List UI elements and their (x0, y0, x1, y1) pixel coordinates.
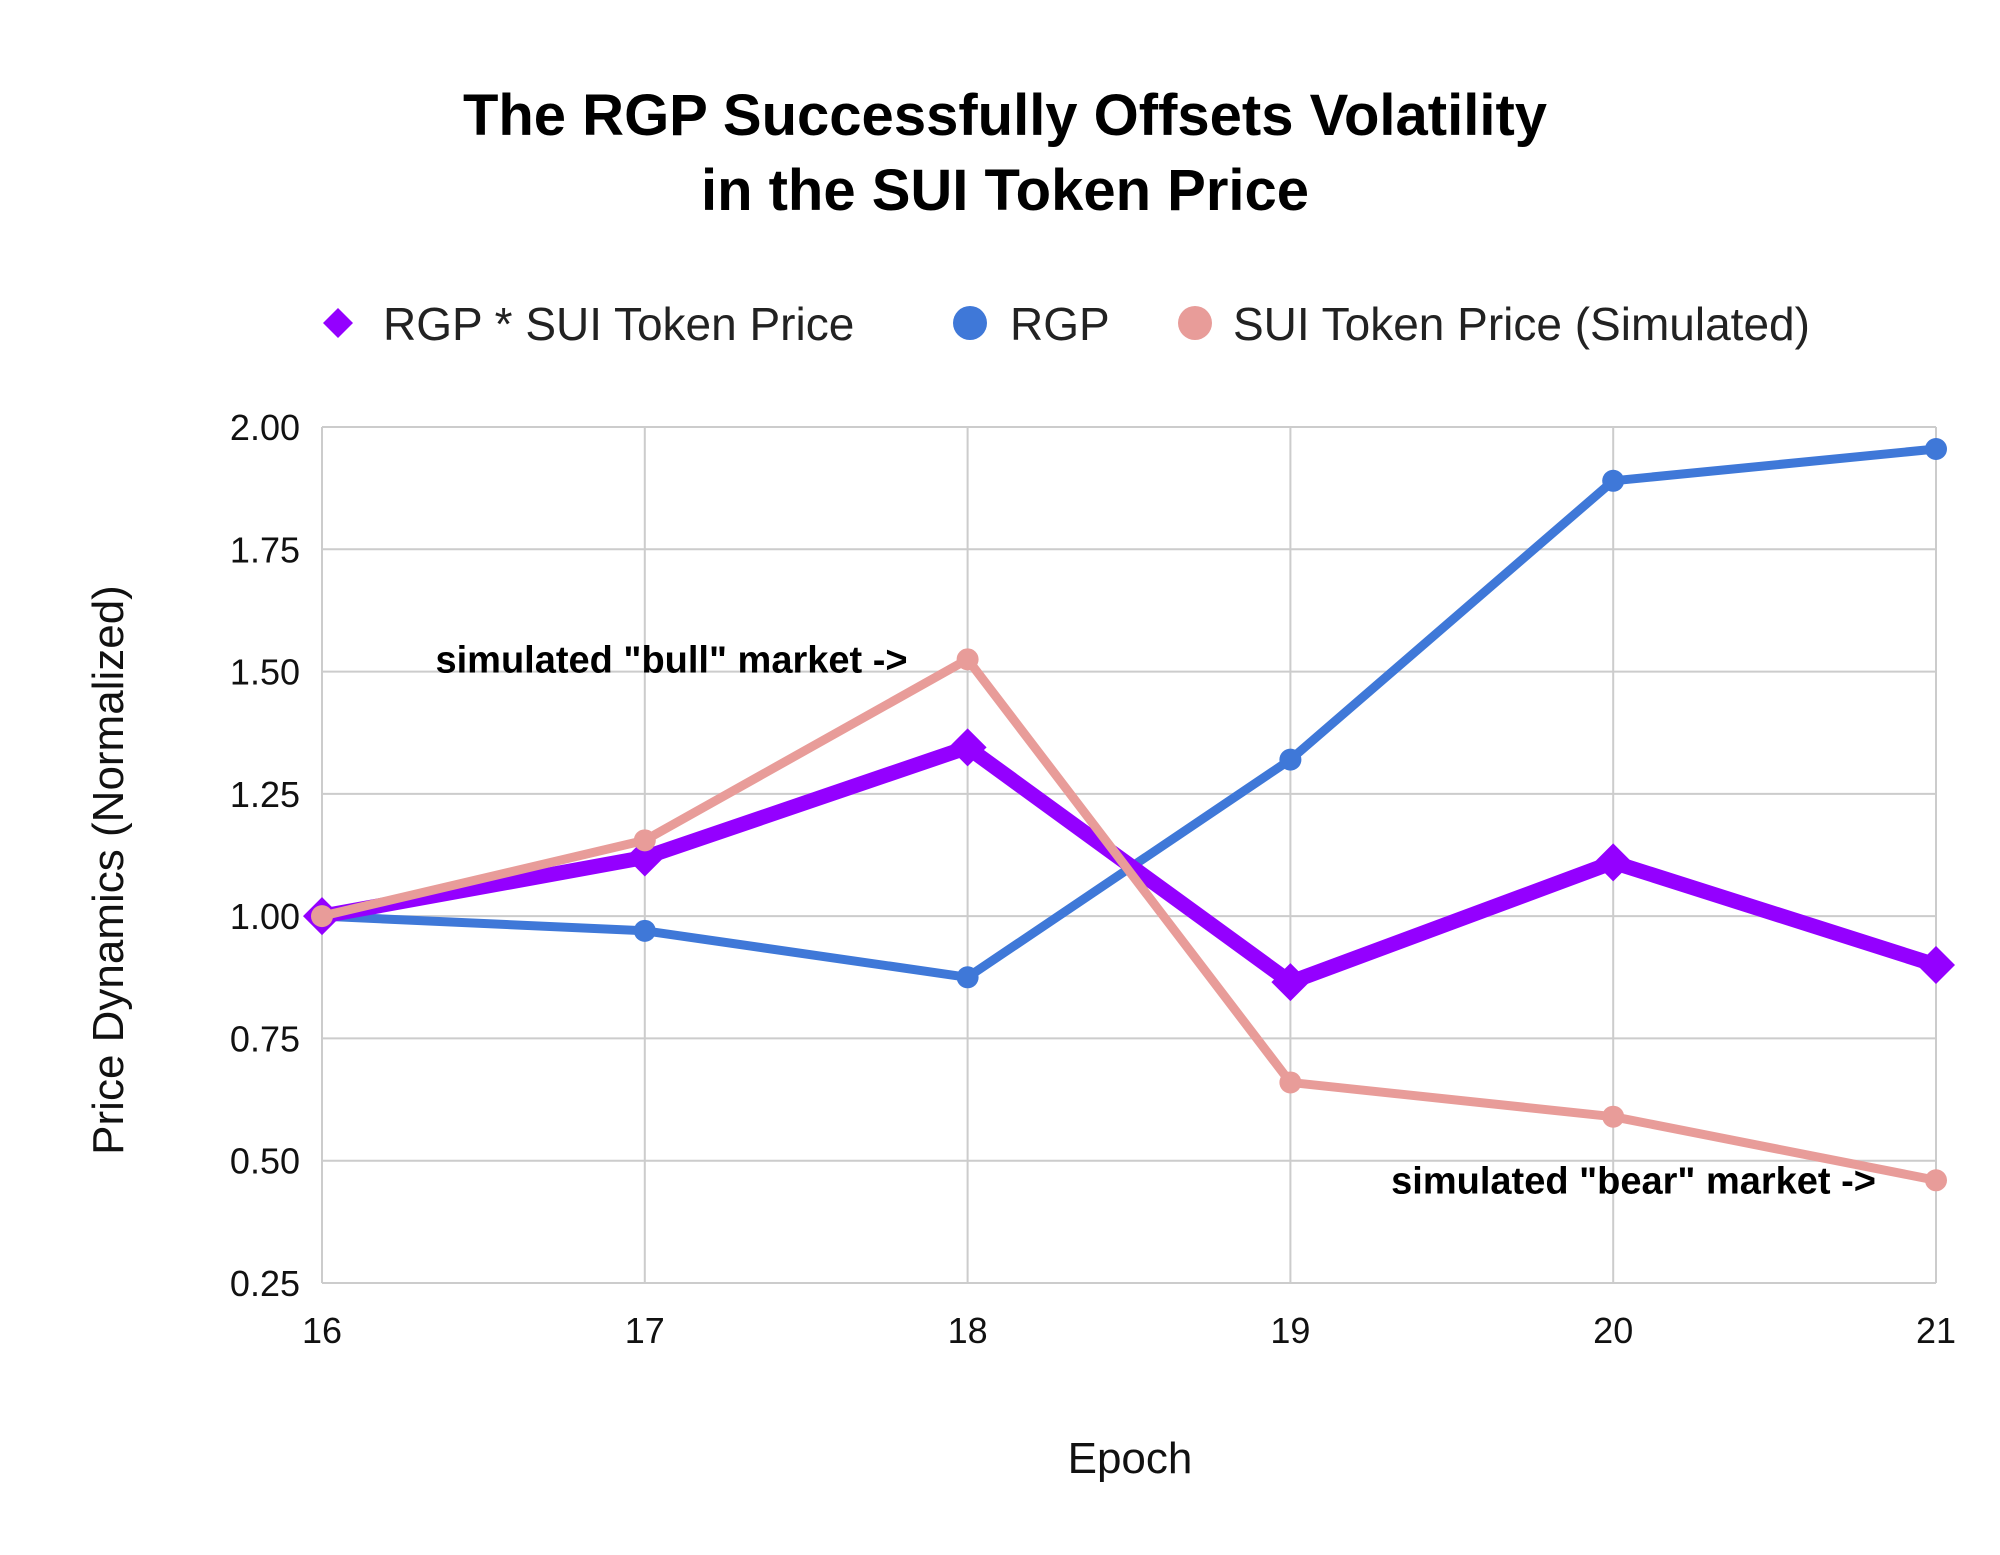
data-point-sui-token-price-simulated (1925, 1169, 1947, 1192)
data-point-rgp-sui-token-price (1594, 843, 1633, 882)
data-point-rgp (1279, 748, 1302, 771)
series-line-rgp (317, 444, 1941, 982)
data-point-rgp-sui-token-price (948, 728, 987, 767)
x-tick-label: 16 (302, 1310, 342, 1351)
data-point-rgp (633, 919, 656, 942)
y-tick-label: 2.00 (230, 407, 300, 448)
data-point-rgp-sui-token-price (625, 838, 664, 877)
data-point-sui-token-price-simulated (1279, 1071, 1302, 1094)
x-tick-label: 18 (948, 1310, 988, 1351)
y-tick-label: 1.25 (230, 774, 300, 815)
y-axis-ticks: 0.25 0.50 0.75 1.00 1.25 1.50 1.75 2.00 (230, 407, 300, 1304)
x-tick-label: 19 (1270, 1310, 1310, 1351)
y-tick-label: 0.75 (230, 1018, 300, 1059)
series-line-sui-token-price-simulated (317, 654, 1941, 1185)
legend-label-rgp: RGP (1010, 298, 1110, 350)
data-point-rgp-sui-token-price (1917, 946, 1955, 985)
x-tick-label: 17 (625, 1310, 665, 1351)
data-point-rgp (1925, 438, 1947, 461)
data-point-sui-token-price-simulated (311, 905, 333, 928)
y-tick-label: 1.50 (230, 652, 300, 693)
y-tick-label: 1.00 (230, 896, 300, 937)
annotation-label: simulated "bear" market -> (1391, 1160, 1876, 1202)
legend-label-sui-simulated: SUI Token Price (Simulated) (1233, 298, 1810, 350)
y-axis-title: Price Dynamics (Normalized) (84, 585, 133, 1155)
data-point-sui-token-price-simulated (956, 648, 979, 671)
x-axis-title: Epoch (1068, 1434, 1193, 1483)
x-axis-ticks: 16 17 18 19 20 21 (302, 1310, 1956, 1351)
data-point-rgp (956, 966, 979, 989)
chart-title-line-2: in the SUI Token Price (701, 158, 1309, 223)
series-sui-token-price-simulated (311, 648, 1947, 1192)
data-point-sui-token-price-simulated (633, 829, 656, 852)
y-tick-label: 1.75 (230, 529, 300, 570)
legend-marker-sui-simulated (1178, 306, 1212, 340)
data-point-sui-token-price-simulated (1602, 1105, 1625, 1128)
legend: RGP * SUI Token Price RGP SUI Token Pric… (323, 298, 1810, 350)
x-tick-label: 21 (1916, 1310, 1956, 1351)
chart-title-line-1: The RGP Successfully Offsets Volatility (463, 83, 1547, 148)
y-tick-label: 0.50 (230, 1141, 300, 1182)
legend-marker-rgp-sui (323, 308, 353, 338)
data-point-rgp-sui-token-price (1271, 963, 1310, 1002)
data-point-rgp (1602, 469, 1625, 492)
y-tick-label: 0.25 (230, 1263, 300, 1304)
series-layer (303, 438, 1955, 1192)
legend-label-rgp-sui: RGP * SUI Token Price (383, 298, 854, 350)
annotation-label: simulated "bull" market -> (435, 639, 907, 681)
series-rgp (311, 438, 1947, 989)
legend-marker-rgp (953, 306, 987, 340)
x-tick-label: 20 (1593, 1310, 1633, 1351)
annotations: simulated "bull" market -> simulated "bea… (435, 639, 1876, 1202)
